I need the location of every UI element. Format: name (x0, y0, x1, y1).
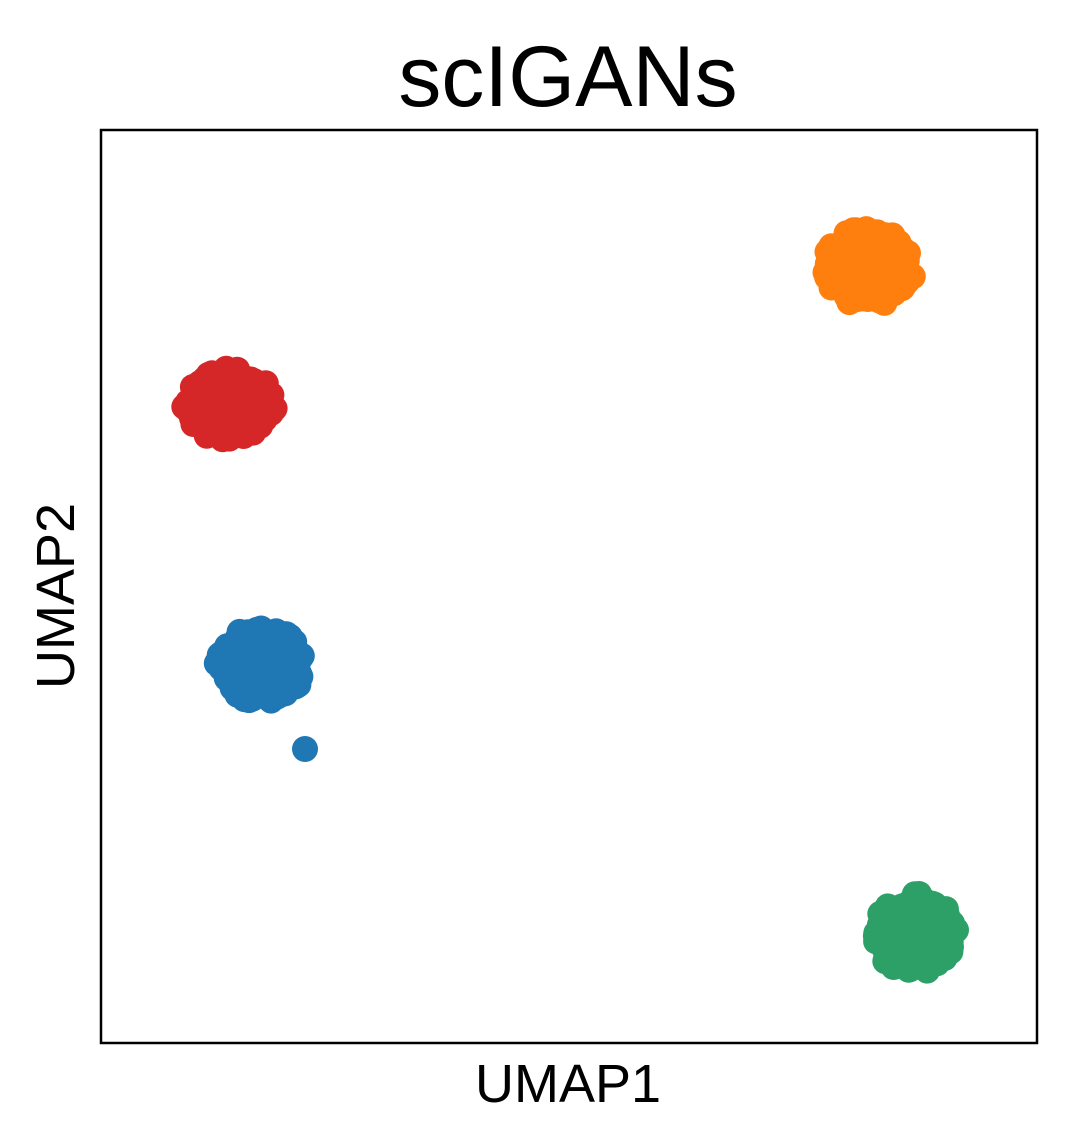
scatter-point (196, 362, 223, 388)
scatter-point (263, 665, 290, 692)
y-axis-label: UMAP2 (26, 503, 86, 689)
scatter-point (264, 632, 291, 659)
scatter-point (840, 267, 867, 294)
scatter-point (873, 250, 900, 277)
scatter-point (185, 393, 212, 420)
scatter-point (285, 660, 312, 686)
scatter-point (893, 950, 920, 977)
cluster-4 (862, 881, 969, 984)
plot-area-frame (99, 128, 1039, 1045)
points-layer (171, 216, 969, 984)
scatter-point (928, 929, 955, 956)
scatter-point (234, 410, 261, 437)
chart-title: scIGANs (398, 29, 737, 125)
cluster-3 (203, 615, 318, 762)
cluster-1 (171, 355, 288, 453)
scatter-point (198, 420, 225, 446)
scatter-point (816, 256, 843, 283)
scatter-point (914, 892, 941, 919)
scatter-point (898, 910, 925, 937)
scatter-point (223, 639, 250, 666)
cluster-2 (812, 216, 926, 316)
scatter-point (292, 736, 318, 762)
scatter-point (210, 380, 237, 407)
x-axis-label: UMAP1 (475, 1054, 661, 1114)
scatter-point (222, 663, 249, 690)
scatter-point (218, 358, 245, 385)
